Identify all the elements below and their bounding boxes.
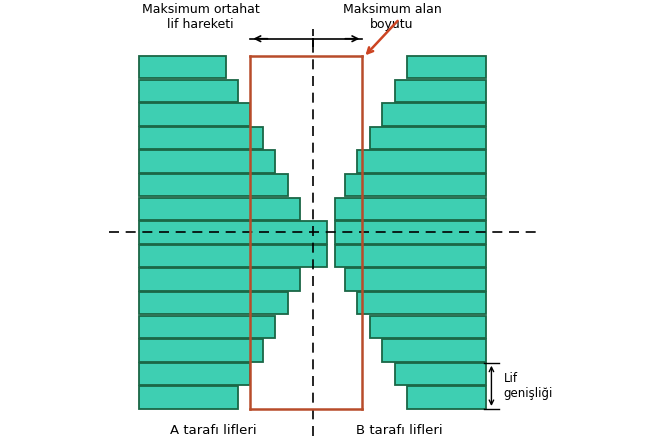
Bar (138, 386, 238, 409)
Bar (138, 268, 300, 291)
Bar (138, 127, 263, 149)
Bar (407, 386, 486, 409)
Bar (382, 103, 486, 125)
Bar (370, 316, 486, 338)
Bar (395, 80, 486, 102)
Bar (345, 174, 486, 196)
Bar (138, 245, 328, 267)
Bar (335, 221, 486, 244)
Bar (345, 268, 486, 291)
Bar (138, 56, 226, 78)
Bar (138, 198, 300, 220)
Bar (335, 245, 486, 267)
Text: A tarafı lifleri: A tarafı lifleri (170, 424, 257, 437)
Text: Maksimum ortahat
lif hareketi: Maksimum ortahat lif hareketi (142, 3, 259, 31)
Bar (138, 80, 238, 102)
Bar (407, 56, 486, 78)
Text: B tarafı lifleri: B tarafı lifleri (356, 424, 443, 437)
Bar (138, 174, 288, 196)
Bar (370, 127, 486, 149)
Bar (358, 150, 486, 173)
Bar (138, 292, 288, 315)
Bar (335, 198, 486, 220)
Bar (138, 339, 263, 362)
Bar (395, 363, 486, 385)
Bar (138, 316, 276, 338)
Bar (382, 339, 486, 362)
Text: Maksimum alan
boyutu: Maksimum alan boyutu (343, 3, 441, 31)
Text: Lif
genişliği: Lif genişliği (504, 372, 553, 400)
Bar (138, 103, 250, 125)
Bar (138, 221, 328, 244)
Bar (358, 292, 486, 315)
Bar (138, 150, 276, 173)
Bar (138, 363, 250, 385)
